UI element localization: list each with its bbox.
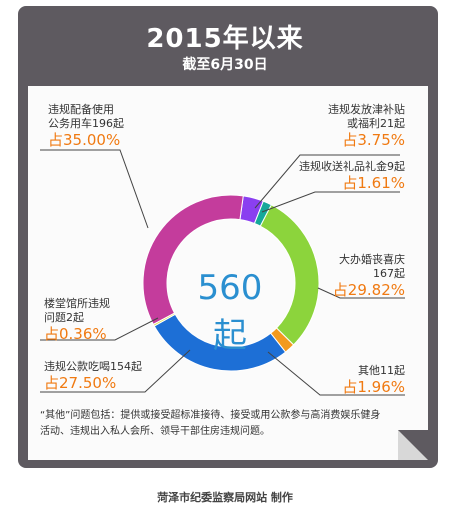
slice-label-subsidy-line1: 违规发放津补贴 xyxy=(328,103,405,116)
donut-slice-car xyxy=(142,194,244,325)
slice-label-subsidy-line2: 或福利21起 xyxy=(347,117,405,130)
leader-line-dining xyxy=(40,349,191,393)
slice-label-car-line1: 违规配备使用 xyxy=(48,103,114,116)
slice-percent-dining: 占27.50% xyxy=(44,374,117,392)
slice-percent-wedding: 占29.82% xyxy=(332,281,405,299)
slice-label-building-line2: 问题2起 xyxy=(44,311,84,324)
page-title: 2015年以来 xyxy=(146,24,304,54)
total-count: 560起 xyxy=(197,268,263,356)
leader-line-subsidy xyxy=(254,154,400,209)
slice-label-gift: 违规收送礼品礼金9起 xyxy=(299,160,405,173)
slice-label-wedding-line2: 167起 xyxy=(373,267,405,280)
leader-line-gift xyxy=(261,191,400,213)
slice-percent-other: 占1.96% xyxy=(342,378,405,396)
chart-panel xyxy=(28,86,428,460)
slice-label-building-line1: 楼堂馆所违规 xyxy=(44,297,110,310)
slice-label-wedding-line1: 大办婚丧喜庆 xyxy=(339,253,405,266)
leader-line-wedding xyxy=(317,287,405,299)
slice-percent-gift: 占1.61% xyxy=(342,174,405,192)
credit-footer: 菏泽市纪委监察局网站 制作 xyxy=(157,491,293,504)
slice-percent-car: 占35.00% xyxy=(48,131,121,149)
slice-label-other: 其他11起 xyxy=(358,364,405,377)
slice-label-dining: 违规公款吃喝154起 xyxy=(44,360,142,373)
leader-line-car xyxy=(40,149,149,229)
footnote-other: “其他”问题包括：提供或接受超标准接待、接受或用公款参与高消费娱乐健身活动、违规… xyxy=(40,410,381,437)
page-subtitle: 截至6月30日 xyxy=(182,57,268,73)
slice-label-car-line2: 公务用车196起 xyxy=(48,117,124,130)
slice-percent-subsidy: 占3.75% xyxy=(342,131,405,149)
page-fold-corner xyxy=(398,430,428,460)
leader-line-building xyxy=(40,317,159,341)
leader-line-other xyxy=(267,351,405,396)
slice-percent-building: 占0.36% xyxy=(44,325,107,343)
